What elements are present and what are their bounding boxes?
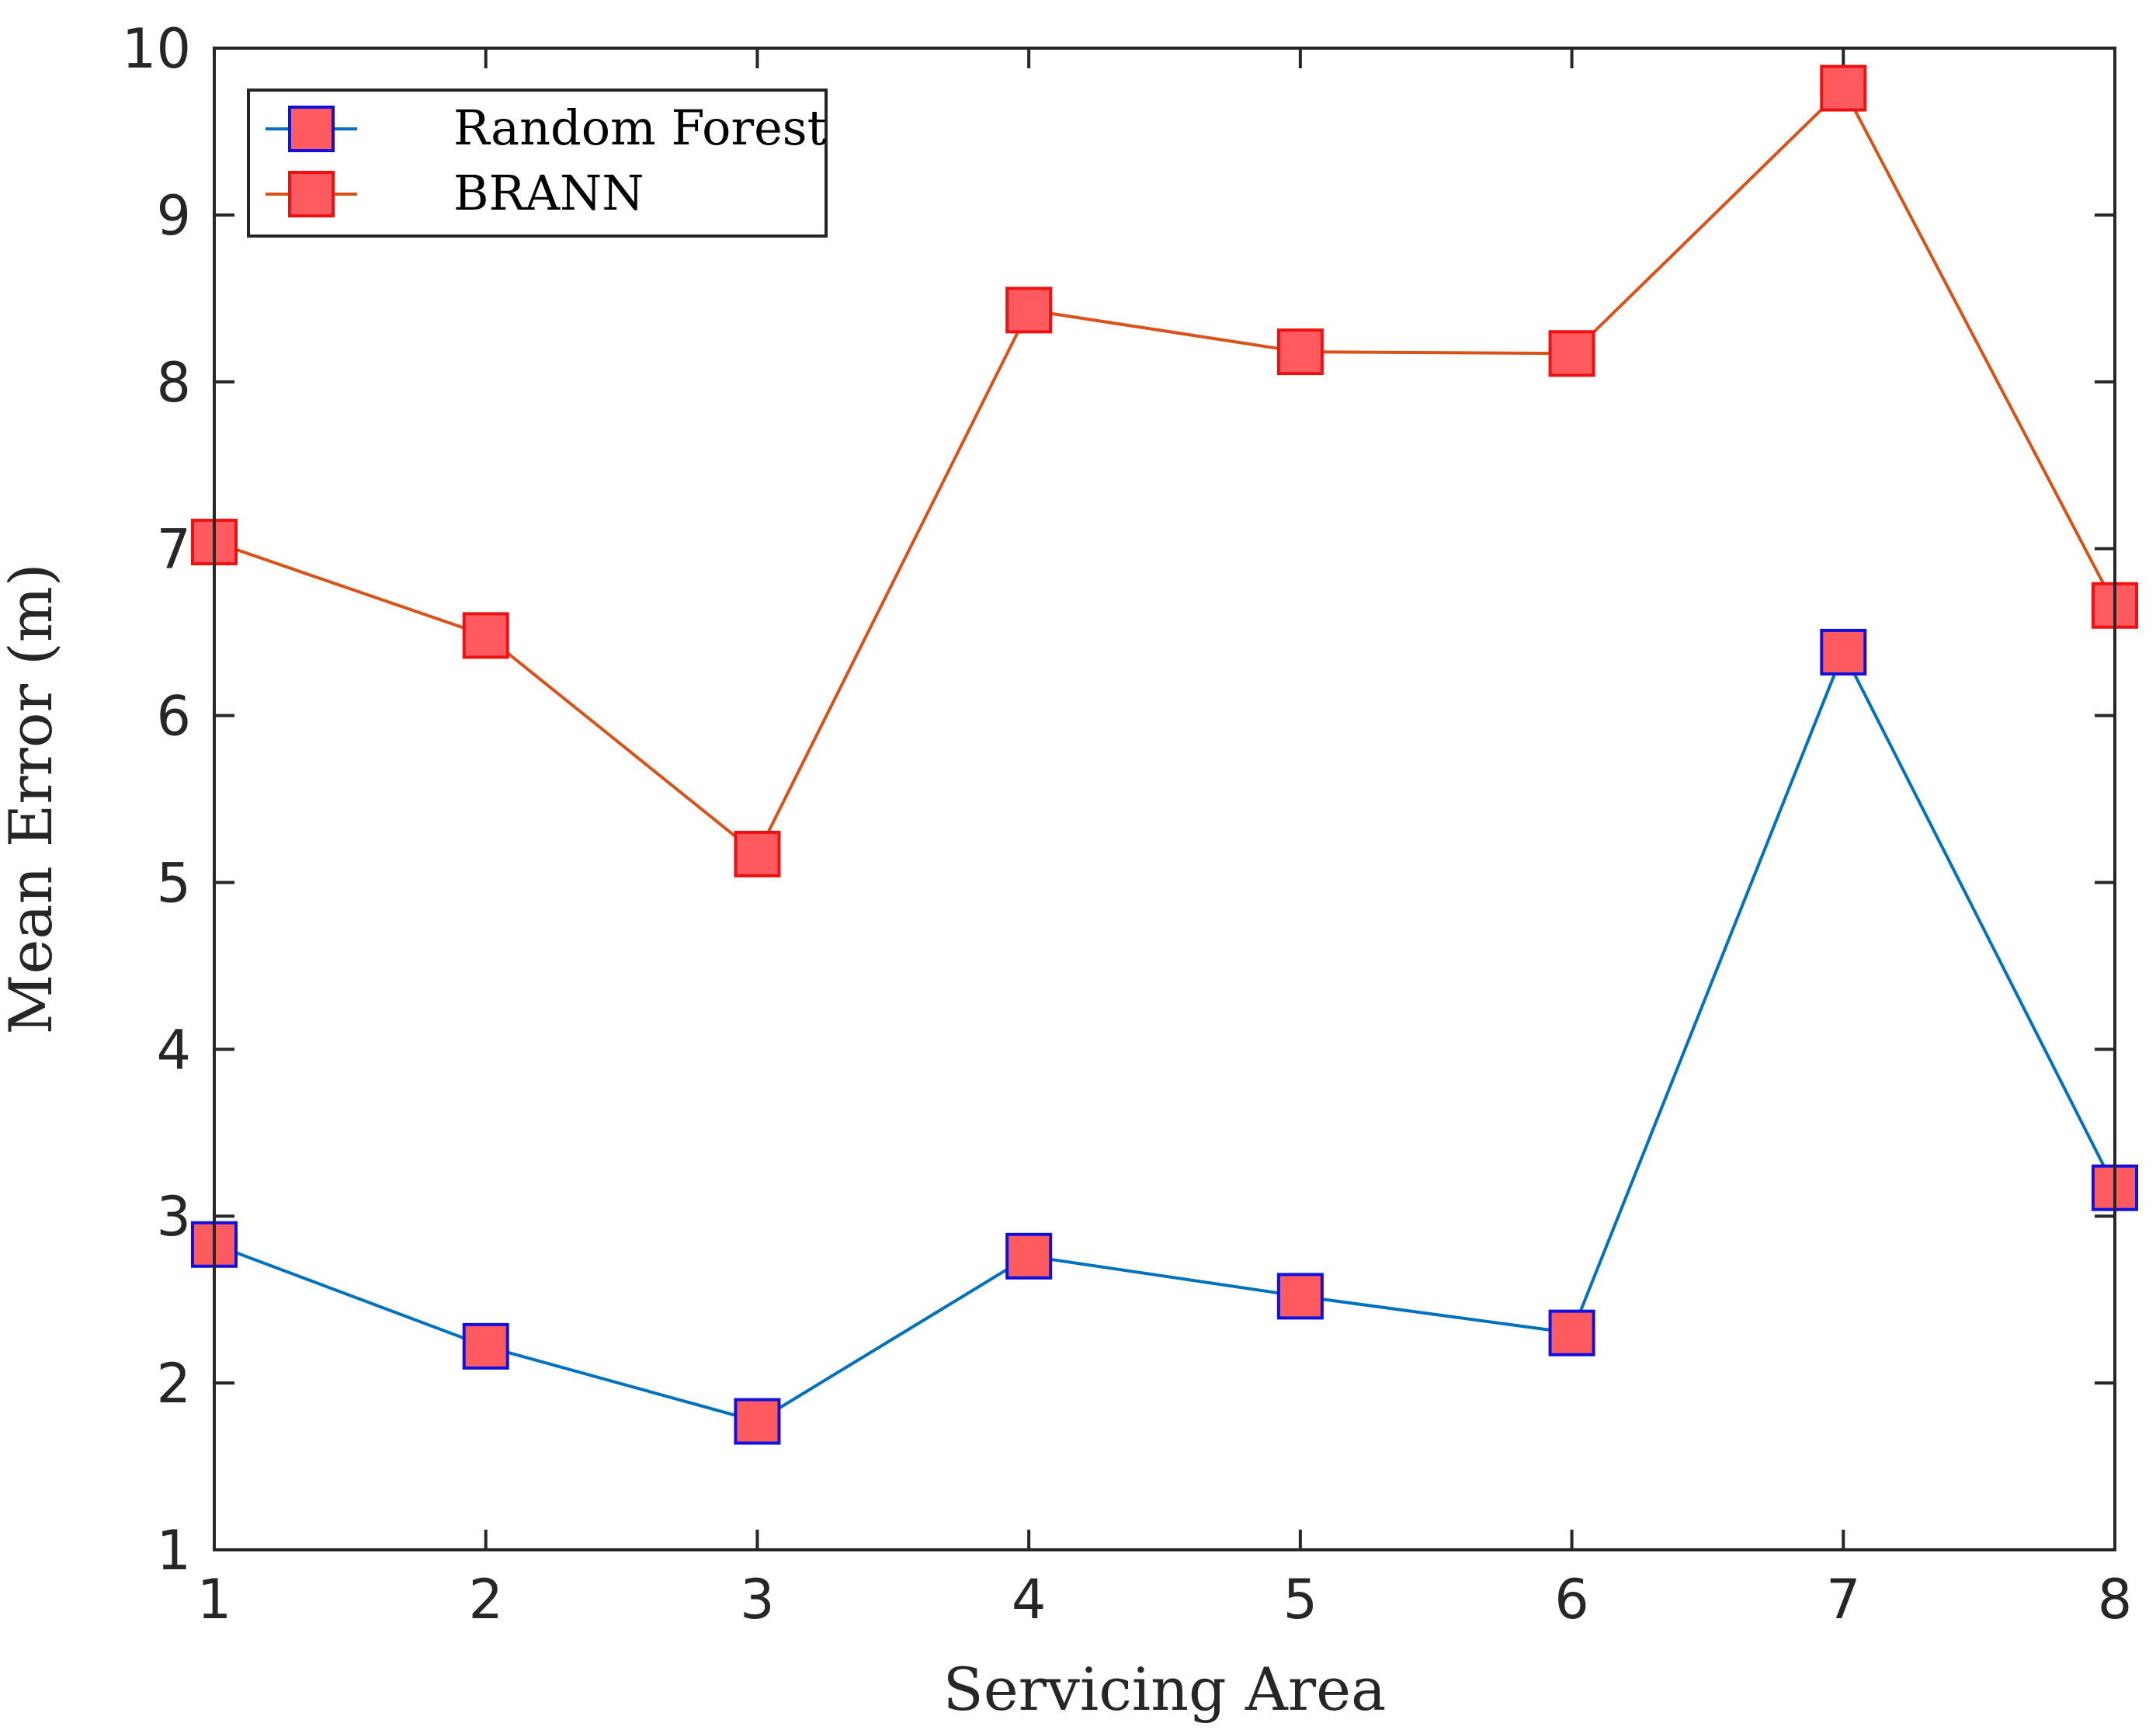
legend-label: BRANN — [453, 165, 644, 221]
x-tick-label: 5 — [1283, 1568, 1318, 1631]
data-point — [462, 612, 509, 659]
y-tick-label: 3 — [156, 1185, 191, 1249]
y-tick-label: 1 — [156, 1519, 191, 1582]
y-tick-label: 6 — [156, 685, 191, 749]
x-tick-label: 7 — [1826, 1568, 1861, 1631]
series-line — [214, 648, 2116, 1423]
legend-marker — [288, 106, 335, 152]
y-tick-label: 9 — [156, 184, 191, 248]
y-tick-label: 8 — [156, 351, 191, 415]
x-tick-label: 3 — [740, 1568, 775, 1631]
legend-box — [247, 89, 828, 238]
data-point — [1005, 287, 1053, 334]
data-point — [1820, 64, 1867, 112]
data-point — [462, 1322, 509, 1370]
y-tick-label: 5 — [156, 851, 191, 915]
y-tick-label: 4 — [156, 1018, 191, 1082]
x-tick-label: 1 — [197, 1568, 232, 1631]
data-point — [1005, 1232, 1053, 1280]
y-axis-label: Mean Error (m) — [0, 564, 65, 1035]
x-tick-label: 6 — [1554, 1568, 1589, 1631]
data-point — [1548, 1309, 1595, 1357]
y-tick-label: 2 — [156, 1352, 191, 1416]
y-tick-label: 10 — [122, 17, 191, 81]
series-line — [214, 85, 2116, 857]
x-axis-label: Servicing Area — [943, 1655, 1387, 1724]
data-point — [1548, 330, 1595, 377]
ticks-layer: 1 2 3 4 5 6 7 8 1 2 3 4 5 6 7 8 9 10 — [122, 17, 2132, 1631]
x-tick-label: 4 — [1012, 1568, 1047, 1631]
data-point — [1820, 628, 1867, 676]
plot-frame — [213, 47, 2116, 1551]
data-point — [1276, 328, 1324, 376]
series-brann — [191, 64, 2138, 877]
data-point — [734, 830, 781, 877]
data-point — [1276, 1273, 1324, 1320]
data-point — [734, 1398, 781, 1445]
x-tick-label: 2 — [468, 1568, 503, 1631]
legend-marker — [288, 171, 335, 217]
y-tick-label: 7 — [156, 518, 191, 582]
legend: Random Forest BRANN — [247, 89, 828, 238]
legend-label: Random Forest — [453, 99, 827, 156]
x-tick-label: 8 — [2098, 1568, 2133, 1631]
